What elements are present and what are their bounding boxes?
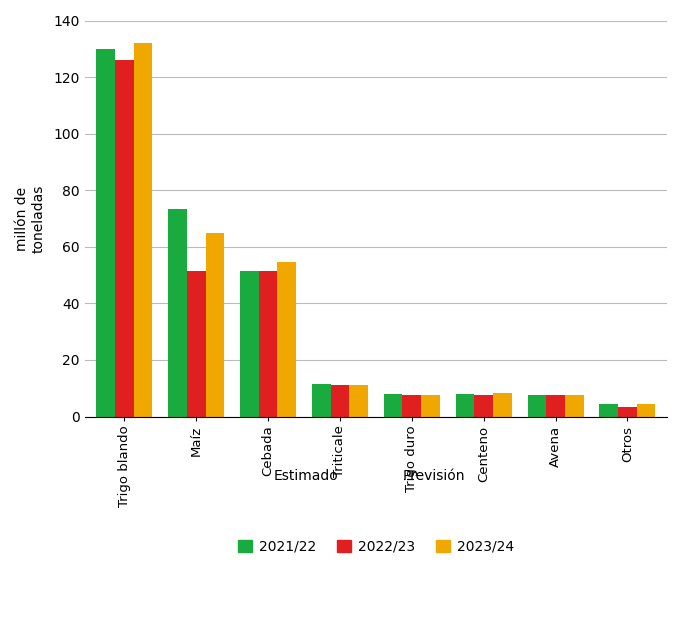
Bar xyxy=(278,262,296,417)
Bar xyxy=(565,396,584,417)
Text: Previsión: Previsión xyxy=(403,469,465,483)
Bar xyxy=(205,233,224,417)
Legend: 2021/22, 2022/23, 2023/24: 2021/22, 2022/23, 2023/24 xyxy=(233,534,519,559)
Bar xyxy=(331,385,349,417)
Bar xyxy=(258,271,278,417)
Bar xyxy=(384,394,402,417)
Y-axis label: millón de
toneladas: millón de toneladas xyxy=(15,184,45,253)
Bar xyxy=(421,396,440,417)
Bar xyxy=(637,404,655,417)
Bar xyxy=(546,396,565,417)
Bar xyxy=(402,396,421,417)
Bar xyxy=(134,43,152,417)
Bar xyxy=(456,394,475,417)
Bar xyxy=(96,49,115,417)
Bar xyxy=(168,209,187,417)
Bar xyxy=(599,404,618,417)
Text: Estimado: Estimado xyxy=(273,469,338,483)
Bar xyxy=(312,384,331,417)
Bar xyxy=(349,385,368,417)
Bar xyxy=(115,60,134,417)
Bar xyxy=(475,396,493,417)
Bar xyxy=(528,396,546,417)
Bar xyxy=(493,392,512,417)
Bar xyxy=(187,271,205,417)
Bar xyxy=(240,271,258,417)
Bar xyxy=(618,406,637,417)
